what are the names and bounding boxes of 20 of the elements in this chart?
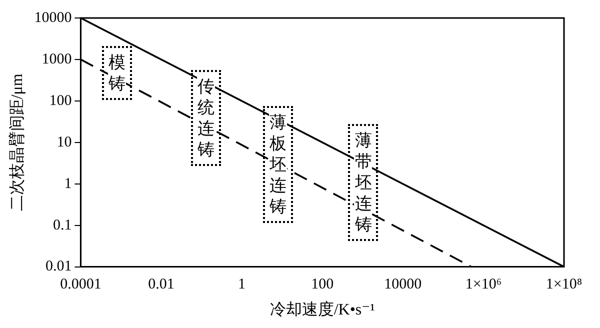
y-tick-label: 10000 [34,10,72,26]
annotation: 模铸 [108,52,126,94]
x-tick-label: 1×10⁶ [465,276,502,293]
y-tick-label: 0.1 [52,217,72,234]
x-tick-label: 10000 [384,276,422,293]
annotation: 薄带坯连铸 [354,130,372,235]
y-tick-label: 10 [56,134,72,150]
annotation: 薄板坯连铸 [268,112,287,218]
annotation: 传统连铸 [196,76,215,160]
x-tick-label: 0.01 [148,276,174,293]
y-tick-label: 1000 [42,51,72,68]
y-tick-label: 100 [49,92,72,109]
x-tick-label: 1×10⁸ [546,276,582,293]
y-tick-label: 1 [64,176,72,192]
x-tick-label: 100 [311,276,334,293]
y-tick-label: 0.01 [45,258,72,275]
y-axis-title: 二次枝晶臂间距/μm [8,73,26,212]
x-tick-label: 0.0001 [60,276,102,293]
x-axis-title: 冷却速度/K•s⁻¹ [270,300,376,319]
x-tick-label: 1 [238,276,246,293]
